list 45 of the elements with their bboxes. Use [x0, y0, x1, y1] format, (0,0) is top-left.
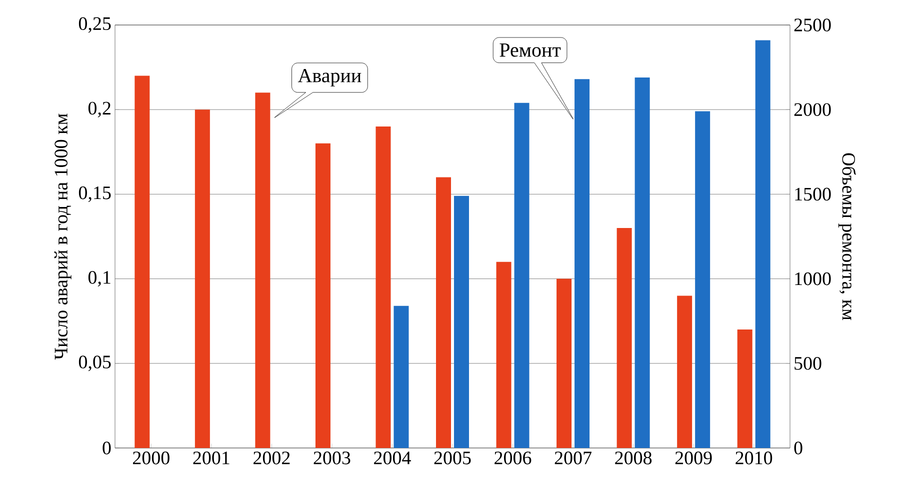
y2-tick-label: 500 [794, 356, 822, 370]
y-tick-label: 0,1 [88, 271, 110, 287]
x-tick-label: 2005 [434, 452, 471, 464]
y-tick-label: 0,05 [78, 356, 111, 372]
bar [454, 196, 470, 448]
bar [496, 262, 512, 448]
x-tick-label: 2010 [736, 452, 772, 464]
bar [634, 77, 650, 448]
x-tick-label: 2009 [675, 452, 712, 464]
bar [574, 79, 590, 448]
bar [514, 102, 530, 448]
bar [556, 278, 572, 448]
x-tick-label: 2002 [254, 452, 290, 464]
y-tick-label: 0,25 [78, 17, 111, 33]
x-tick-label: 2001 [193, 452, 230, 464]
bar [695, 111, 710, 448]
y2-tick-label: 1000 [795, 272, 831, 286]
y2-tick-label: 1500 [795, 188, 831, 201]
bar [616, 228, 632, 448]
x-tick-label: 2003 [314, 452, 350, 464]
bar [436, 177, 452, 448]
y-axis-title: Число аварий в год на 1000 км [54, 114, 72, 360]
y2-tick-label: 0 [794, 442, 802, 454]
bar [376, 126, 391, 448]
bar [737, 330, 752, 448]
y-tick-label: 0,2 [88, 102, 110, 118]
bar [677, 296, 692, 448]
x-tick-label: 2007 [554, 452, 592, 464]
series-label: Ремонт [500, 43, 561, 57]
y-tick-label: 0 [102, 442, 111, 454]
series-label: Аварии [298, 68, 362, 86]
x-tick-label: 2004 [374, 452, 411, 464]
bar [755, 40, 770, 448]
y-tick-label: 0,15 [78, 186, 111, 202]
bar [134, 76, 150, 448]
y2-tick-label: 2000 [794, 103, 831, 116]
bar [394, 306, 409, 448]
bar [255, 92, 270, 448]
x-tick-label: 2008 [615, 452, 652, 464]
y2-tick-label: 2500 [794, 18, 831, 32]
bar [315, 143, 330, 448]
x-tick-label: 2000 [133, 452, 170, 464]
x-tick-label: 2006 [494, 452, 532, 464]
y2-axis-title: Объемы ремонта, км [838, 153, 856, 320]
bar [194, 110, 210, 448]
